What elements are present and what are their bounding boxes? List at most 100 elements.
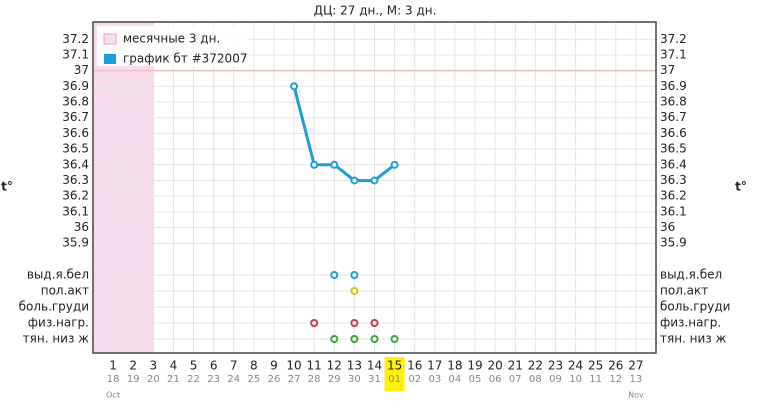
date-label: 12	[609, 374, 622, 385]
symptom-label-right: выд.я.бел	[660, 268, 722, 282]
y-axis-label-right: t°	[735, 180, 747, 194]
date-label: 13	[630, 374, 643, 385]
x-tick-label: 3	[150, 359, 158, 373]
legend-swatch	[103, 33, 117, 45]
legend-label: график бт #372007	[123, 52, 247, 66]
x-tick-label: 8	[250, 359, 258, 373]
date-label: 06	[489, 374, 502, 385]
date-label: 03	[428, 374, 441, 385]
date-label: 25	[247, 374, 260, 385]
x-tick-label: 12	[327, 359, 342, 373]
month-label: Oct	[106, 391, 120, 400]
date-label: 27	[288, 374, 301, 385]
temperature-point	[390, 160, 399, 169]
symptom-point	[370, 335, 379, 343]
symptom-label-right: пол.акт	[660, 284, 708, 298]
x-tick-label: 27	[628, 359, 643, 373]
x-tick-label: 14	[367, 359, 382, 373]
symptom-point	[350, 335, 359, 343]
symptom-label: физ.нагр.	[28, 316, 89, 330]
x-tick-label: 1	[109, 359, 117, 373]
x-tick-label: 19	[467, 359, 482, 373]
date-label: 08	[529, 374, 542, 385]
date-label: 09	[549, 374, 562, 385]
x-tick-label: 21	[508, 359, 523, 373]
date-label: 28	[308, 374, 321, 385]
y-tick-label-right: 36.1	[660, 204, 687, 218]
x-tick-label: 11	[307, 359, 322, 373]
y-tick-label: 37.2	[62, 32, 89, 46]
date-label: 18	[107, 374, 120, 385]
legend-swatch	[104, 54, 116, 64]
temperature-point	[370, 176, 379, 185]
period-band	[93, 22, 154, 353]
x-tick-label: 10	[286, 359, 301, 373]
symptom-point	[330, 271, 339, 279]
x-tick-label: 5	[190, 359, 198, 373]
y-tick-label: 36.1	[62, 204, 89, 218]
temperature-line	[292, 85, 396, 182]
x-tick-label: 4	[170, 359, 178, 373]
highlight-box	[384, 357, 405, 391]
date-label: 31	[368, 374, 381, 385]
y-tick-label-right: 37.2	[660, 32, 687, 46]
symptom-point	[350, 287, 359, 295]
x-tick-label: 7	[230, 359, 238, 373]
y-tick-label-right: 36.2	[660, 189, 687, 203]
symptom-point	[350, 271, 359, 279]
y-tick-label: 36.4	[62, 157, 89, 171]
y-tick-label: 36.2	[62, 189, 89, 203]
y-tick-label-right: 37.1	[660, 47, 687, 61]
x-tick-label: 23	[548, 359, 563, 373]
date-label: 11	[589, 374, 602, 385]
date-label: 02	[408, 374, 421, 385]
date-label: 29	[328, 374, 341, 385]
temperature-point	[310, 160, 319, 169]
date-label: 22	[187, 374, 200, 385]
y-tick-label-right: 36.5	[660, 142, 687, 156]
y-tick-label-right: 37	[660, 63, 675, 77]
x-tick-label: 6	[210, 359, 218, 373]
x-tick-label: 17	[427, 359, 442, 373]
date-label: 30	[348, 374, 361, 385]
date-label: 19	[127, 374, 140, 385]
y-tick-label: 36.9	[62, 79, 89, 93]
y-tick-label: 36.6	[62, 126, 89, 140]
y-tick-label-right: 36.4	[660, 157, 687, 171]
date-label: 26	[268, 374, 281, 385]
y-tick-label: 36.7	[62, 110, 89, 124]
x-tick-label: 25	[588, 359, 603, 373]
x-tick-label: 15	[387, 359, 402, 373]
symptom-point	[310, 319, 319, 327]
y-tick-label: 36.3	[62, 173, 89, 187]
x-tick-label: 24	[568, 359, 583, 373]
x-tick-label: 18	[447, 359, 462, 373]
symptom-label-right: физ.нагр.	[660, 316, 721, 330]
chart-title: ДЦ: 27 дн., М: 3 дн.	[314, 4, 437, 18]
y-tick-label-right: 36	[660, 220, 675, 234]
x-tick-label: 16	[407, 359, 422, 373]
symptom-point	[330, 335, 339, 343]
y-tick-label: 37.1	[62, 47, 89, 61]
y-tick-label-right: 36.9	[660, 79, 687, 93]
temperature-point	[330, 160, 339, 169]
symptom-point	[350, 319, 359, 327]
legend-label: месячные 3 дн.	[123, 32, 220, 46]
date-label: 21	[167, 374, 180, 385]
date-label: 20	[147, 374, 160, 385]
y-tick-label-right: 36.8	[660, 95, 687, 109]
date-label: 04	[449, 374, 462, 385]
symptom-label: боль.груди	[19, 300, 89, 314]
y-tick-label-right: 35.9	[660, 236, 687, 250]
temperature-point	[290, 82, 299, 91]
date-label: 23	[207, 374, 220, 385]
symptom-label: выд.я.бел	[27, 268, 89, 282]
x-tick-label: 9	[270, 359, 278, 373]
plot-frame	[92, 21, 657, 354]
date-label: 24	[227, 374, 240, 385]
x-tick-label: 22	[528, 359, 543, 373]
month-label: Nov	[628, 391, 644, 400]
symptom-label: пол.акт	[41, 284, 89, 298]
date-label: 07	[509, 374, 522, 385]
